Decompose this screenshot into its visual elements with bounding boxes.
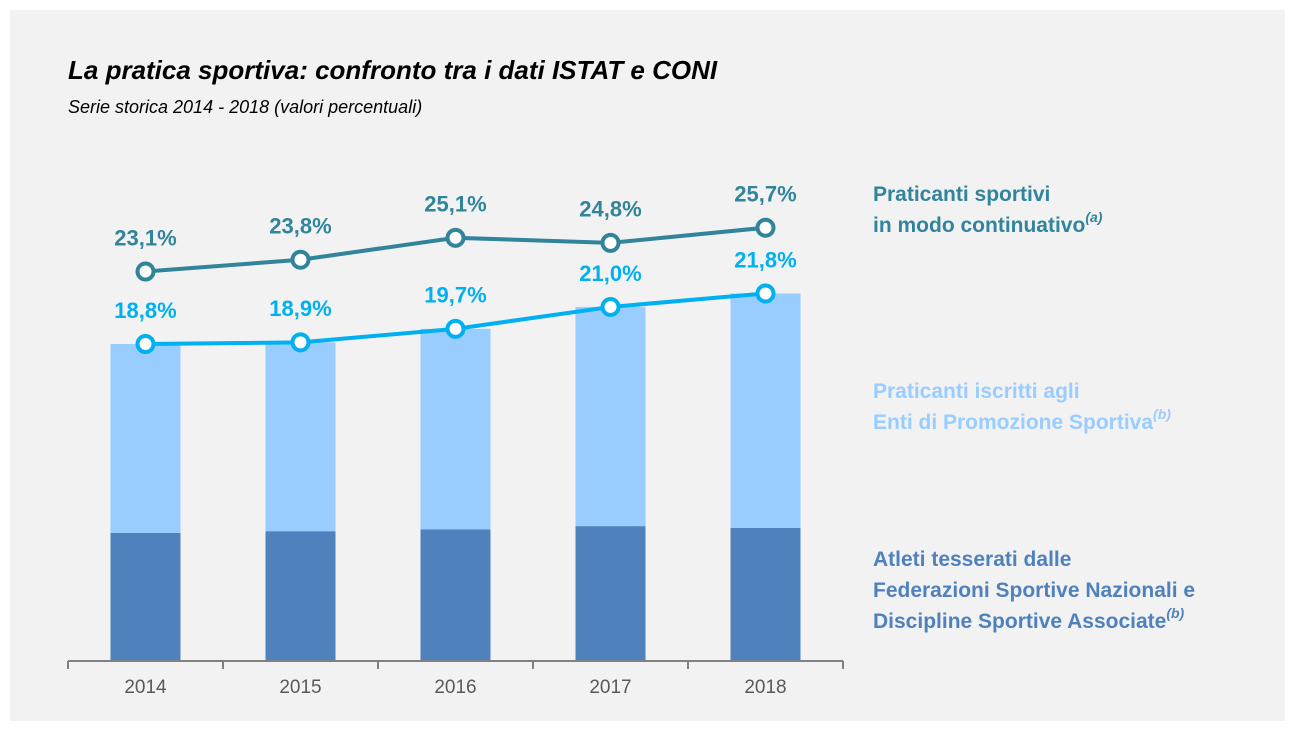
- point: [445, 318, 466, 339]
- bar: [730, 293, 801, 528]
- bar: [110, 532, 181, 661]
- chart-title: La pratica sportiva: confronto tra i dat…: [68, 55, 718, 85]
- legend-text: in modo continuativo: [873, 214, 1085, 237]
- legend-label: Discipline Sportive Associate(b): [873, 605, 1185, 633]
- legend-label: Federazioni Sportive Nazionali e: [873, 579, 1195, 602]
- data-label: 18,9%: [269, 296, 331, 321]
- background: [10, 10, 1285, 721]
- legend-text: Praticanti iscritti agli: [873, 380, 1080, 403]
- legend-note: (a): [1085, 209, 1102, 225]
- legend-note: (b): [1166, 605, 1184, 621]
- x-tick-label: 2017: [589, 677, 631, 698]
- point: [135, 261, 156, 282]
- legend-text: Atleti tesserati dalle: [873, 548, 1071, 571]
- x-tick-label: 2014: [124, 677, 167, 698]
- legend-text: Praticanti sportivi: [873, 183, 1050, 206]
- bar: [730, 527, 801, 661]
- legend-label: Praticanti iscritti agli: [873, 380, 1080, 403]
- legend-text: Discipline Sportive Associate: [873, 610, 1166, 633]
- legend-label: in modo continuativo(a): [873, 209, 1103, 237]
- x-tick-label: 2015: [279, 677, 321, 698]
- point: [290, 249, 311, 270]
- legend-label: Enti di Promozione Sportiva(b): [873, 406, 1171, 434]
- bar: [420, 328, 491, 530]
- point: [600, 296, 621, 317]
- chart-subtitle: Serie storica 2014 - 2018 (valori percen…: [68, 97, 422, 117]
- data-label: 21,0%: [579, 261, 641, 286]
- point: [445, 227, 466, 248]
- bar: [420, 529, 491, 661]
- x-tick-label: 2016: [434, 677, 476, 698]
- point: [755, 217, 776, 238]
- x-tick-label: 2018: [744, 677, 786, 698]
- legend-text: Federazioni Sportive Nazionali e: [873, 579, 1195, 602]
- bar: [110, 344, 181, 533]
- point: [135, 334, 156, 355]
- legend-note: (b): [1153, 406, 1171, 422]
- point: [290, 332, 311, 353]
- bar: [575, 526, 646, 661]
- data-label: 23,1%: [114, 225, 176, 250]
- data-label: 23,8%: [269, 214, 331, 239]
- data-label: 25,1%: [424, 192, 486, 217]
- data-label: 24,8%: [579, 197, 641, 222]
- data-label: 19,7%: [424, 283, 486, 308]
- data-label: 21,8%: [734, 247, 796, 272]
- bar: [265, 531, 336, 661]
- legend-label: Atleti tesserati dalle: [873, 548, 1071, 571]
- point: [755, 283, 776, 304]
- legend-text: Enti di Promozione Sportiva: [873, 411, 1153, 434]
- point: [600, 232, 621, 253]
- data-label: 25,7%: [734, 182, 796, 207]
- bar: [265, 342, 336, 532]
- bar: [575, 306, 646, 527]
- legend-label: Praticanti sportivi: [873, 183, 1050, 206]
- data-label: 18,8%: [114, 298, 176, 323]
